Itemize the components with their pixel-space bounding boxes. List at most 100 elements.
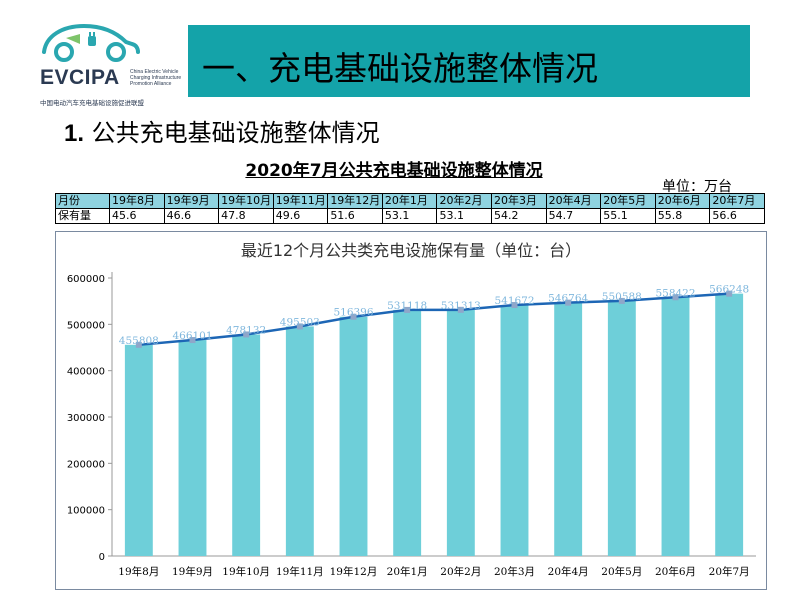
table-cell-month: 19年8月 <box>109 193 165 209</box>
y-tick-label: 300000 <box>67 413 105 424</box>
table-cell-value: 46.6 <box>163 208 220 224</box>
x-tick-label: 20年2月 <box>440 565 481 578</box>
stock-chart-svg: 最近12个月公共类充电设施保有量（单位：台） 0 100000 200000 30000… <box>67 241 756 578</box>
bar <box>232 334 261 556</box>
car-plug-icon <box>42 23 140 62</box>
table-cell-month: 20年1月 <box>381 193 438 209</box>
data-point <box>618 297 625 304</box>
bar <box>339 316 368 556</box>
table-cell-month: 20年5月 <box>600 193 656 209</box>
x-tick-label: 20年3月 <box>494 565 535 578</box>
row-header-stock: 保有量 <box>55 208 110 224</box>
data-label: 478132 <box>226 324 266 336</box>
title-banner: 一、充电基础设施整体情况 <box>188 25 750 97</box>
table-cell-month: 20年3月 <box>491 193 547 209</box>
table-cell-value: 45.6 <box>109 208 165 224</box>
bar <box>178 340 207 556</box>
data-label: 516396 <box>333 307 373 319</box>
table-title: 2020年7月公共充电基础设施整体情况 <box>245 161 543 181</box>
logo-chinese-name: 中国电动汽车充电基础设施促进联盟 <box>40 100 144 107</box>
data-point <box>243 331 250 338</box>
data-point <box>350 313 357 320</box>
bar <box>661 297 690 556</box>
y-tick-label: 0 <box>99 552 105 563</box>
bar <box>607 300 636 556</box>
table-cell-value: 55.1 <box>600 208 656 224</box>
table-unit: 单位：万台 <box>662 179 732 195</box>
evcipa-logo: EVCIPA China Electric Vehicle Charging I… <box>18 14 183 107</box>
table-cell-value: 55.8 <box>654 208 711 224</box>
x-tick-label: 20年7月 <box>709 565 750 578</box>
data-point <box>457 306 464 313</box>
stock-chart: 最近12个月公共类充电设施保有量（单位：台） 0 100000 200000 30000… <box>55 231 767 590</box>
data-point <box>726 290 733 297</box>
x-tick-label: 19年10月 <box>222 565 270 578</box>
page-title: 一、充电基础设施整体情况 <box>202 49 598 88</box>
x-tick-label: 20年5月 <box>601 565 642 578</box>
bar <box>393 309 422 556</box>
x-tick-label: 19年11月 <box>276 565 324 578</box>
data-label: 455808 <box>119 335 159 347</box>
table-cell-value: 56.6 <box>709 208 765 224</box>
table-cell-value: 54.2 <box>491 208 547 224</box>
x-tick-label: 20年4月 <box>548 565 589 578</box>
logo-wordmark: EVCIPA <box>40 66 120 89</box>
x-tick-label: 19年12月 <box>330 565 378 578</box>
x-tick-label: 20年1月 <box>387 565 428 578</box>
table-cell-month: 20年6月 <box>654 193 711 209</box>
bar <box>446 309 475 556</box>
logo-english: China Electric Vehicle Charging Infrastr… <box>130 69 182 87</box>
y-tick-label: 600000 <box>67 274 105 285</box>
table-cell-value: 54.7 <box>545 208 602 224</box>
data-label: 466101 <box>172 330 212 342</box>
bar <box>715 293 744 556</box>
table-row: 保有量 45.6 46.6 47.8 49.6 51.6 53.1 53.1 54.2 54.7… <box>55 208 765 224</box>
table-cell-value: 53.1 <box>381 208 438 224</box>
x-tick-label: 19年9月 <box>172 565 213 578</box>
data-point <box>672 294 679 301</box>
x-tick-label: 20年6月 <box>655 565 696 578</box>
data-point <box>296 323 303 330</box>
section-number: 1. <box>64 120 85 147</box>
table-cell-month: 19年10月 <box>218 193 274 209</box>
data-point <box>511 302 518 309</box>
y-tick-label: 400000 <box>67 367 105 378</box>
x-tick-label: 19年8月 <box>118 565 159 578</box>
table-cell-value: 53.1 <box>436 208 493 224</box>
bar <box>124 344 153 556</box>
data-point <box>135 341 142 348</box>
data-label: 531313 <box>441 300 481 312</box>
table-cell-month: 19年11月 <box>272 193 329 209</box>
bar <box>500 305 529 556</box>
chart-title: 最近12个月公共类充电设施保有量（单位：台） <box>241 241 581 260</box>
data-label: 546764 <box>548 293 588 305</box>
table-cell-month: 20年7月 <box>709 193 765 209</box>
data-point <box>404 306 411 313</box>
table-cell-value: 47.8 <box>218 208 274 224</box>
monthly-stock-table: 月份 19年8月 19年9月 19年10月 19年11月 19年12月 20年1月 20年2… <box>55 193 765 224</box>
trend-line <box>138 292 730 347</box>
data-label: 495503 <box>280 316 320 328</box>
data-label: 550588 <box>602 291 642 303</box>
table-cell-month: 20年4月 <box>545 193 602 209</box>
row-header-month: 月份 <box>55 193 110 209</box>
data-label: 566248 <box>709 284 749 296</box>
table-cell-month: 20年2月 <box>436 193 493 209</box>
table-cell-value: 49.6 <box>272 208 329 224</box>
data-label: 558422 <box>655 287 695 299</box>
table-cell-month: 19年12月 <box>327 193 383 209</box>
table-cell-value: 51.6 <box>327 208 383 224</box>
data-label: 531118 <box>387 300 427 312</box>
y-tick-label: 200000 <box>67 459 105 470</box>
table-header-row: 月份 19年8月 19年9月 19年10月 19年11月 19年12月 20年1月 20年2… <box>55 193 765 209</box>
data-label: 541672 <box>494 295 534 307</box>
bar <box>554 302 583 556</box>
table-cell-month: 19年9月 <box>163 193 220 209</box>
y-tick-label: 100000 <box>67 506 105 517</box>
bar <box>285 326 314 556</box>
section-heading: 1. 公共充电基础设施整体情况 <box>64 113 380 148</box>
data-point <box>565 299 572 306</box>
data-point <box>189 337 196 344</box>
section-heading-text: 公共充电基础设施整体情况 <box>91 119 380 147</box>
y-tick-label: 500000 <box>67 320 105 331</box>
